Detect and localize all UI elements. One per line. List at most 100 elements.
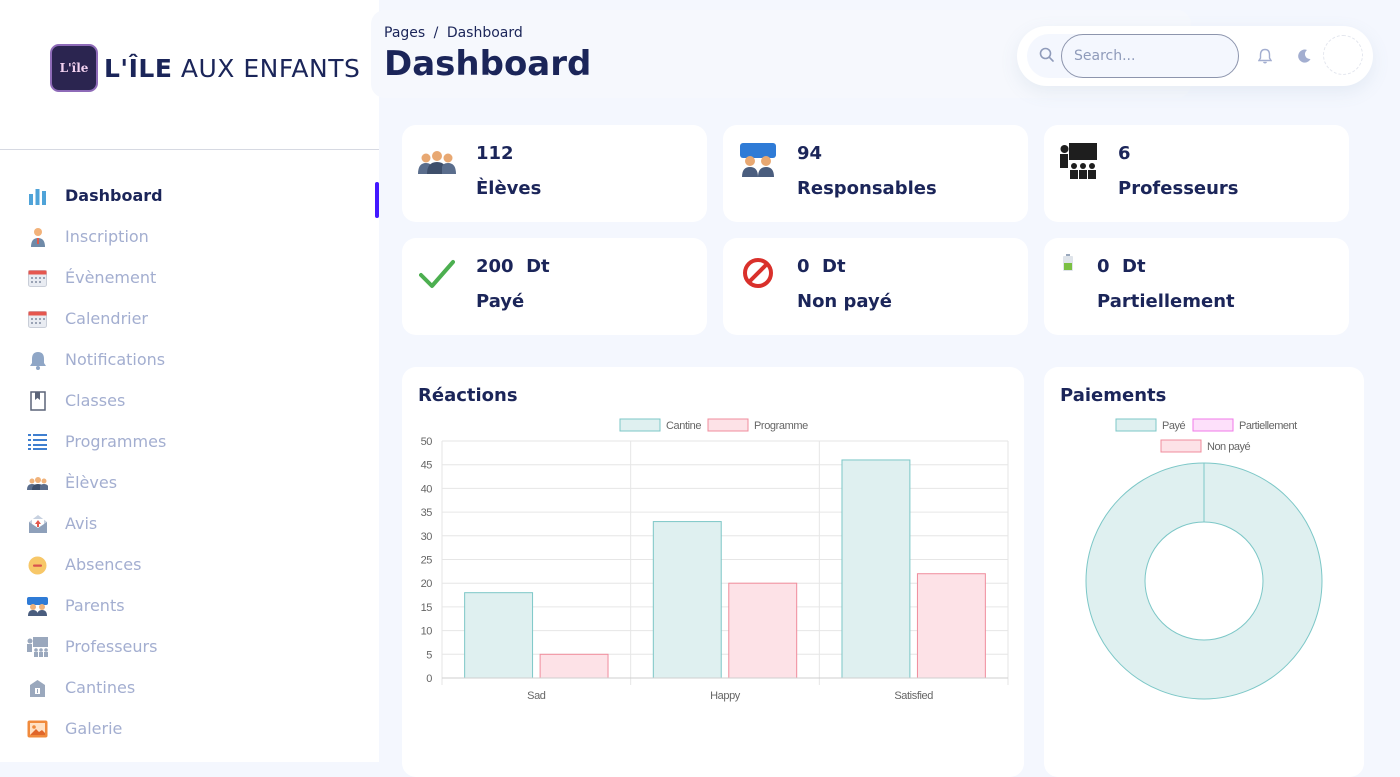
calendar-icon — [27, 309, 48, 329]
x-tick-label: Sad — [527, 690, 546, 702]
sidebar-item-label: Évènement — [65, 268, 157, 287]
search-icon[interactable] — [1039, 47, 1055, 67]
person-icon — [27, 227, 48, 247]
stat-card-partiellement: 0 Dt Partiellement — [1044, 238, 1349, 335]
sidebar-item-cantines[interactable]: Cantines — [0, 667, 379, 708]
sidebar: L'île L'ÎLE AUX ENFANTS Dashboard Inscri… — [0, 0, 379, 762]
bar — [916, 573, 986, 679]
stat-label: Professeurs — [1118, 178, 1239, 199]
sidebar-item-label: Avis — [65, 514, 98, 533]
sidebar-divider — [0, 149, 379, 150]
legend-swatch — [1160, 439, 1202, 453]
y-tick-label: 40 — [421, 483, 433, 495]
sidebar-item-label: Dashboard — [65, 186, 163, 205]
sidebar-item-absences[interactable]: Absences — [0, 544, 379, 585]
sidebar-item-galerie[interactable]: Galerie — [0, 708, 379, 749]
stat-card-professeurs: 6 Professeurs — [1044, 125, 1349, 222]
y-tick-label: 20 — [421, 578, 433, 590]
sidebar-item-parents[interactable]: Parents — [0, 585, 379, 626]
bar — [652, 521, 722, 679]
moon-icon[interactable] — [1294, 46, 1314, 66]
sidebar-item-label: Programmes — [65, 432, 167, 451]
teacher-icon — [27, 637, 48, 657]
sidebar-item-classes[interactable]: Classes — [0, 380, 379, 421]
page-title: Dashboard — [384, 44, 592, 84]
stat-card-paye: 200 Dt Payé — [402, 238, 707, 335]
x-tick-label: Happy — [710, 690, 741, 702]
book-icon — [27, 391, 48, 411]
brand-name-bold: L'ÎLE — [104, 53, 173, 83]
stat-value: 112 — [476, 143, 514, 164]
sidebar-item-label: Galerie — [65, 719, 123, 738]
legend-label: Payé — [1162, 420, 1185, 432]
legend-swatch — [1192, 418, 1234, 432]
avatar[interactable] — [1323, 35, 1363, 75]
stat-value: 0 Dt — [797, 256, 846, 277]
breadcrumb-current: Dashboard — [446, 25, 523, 41]
group-icon — [27, 473, 48, 493]
legend-label: Partiellement — [1239, 420, 1297, 432]
stat-label: Èlèves — [476, 178, 542, 199]
legend-swatch — [619, 418, 661, 432]
sidebar-item-avis[interactable]: Avis — [0, 503, 379, 544]
sidebar-item-professeurs[interactable]: Professeurs — [0, 626, 379, 667]
bell-icon — [27, 350, 48, 370]
stat-value: 200 Dt — [476, 256, 550, 277]
parents-icon — [27, 596, 48, 616]
sidebar-item-dashboard[interactable]: Dashboard — [0, 175, 379, 218]
no-entry-icon — [27, 555, 48, 575]
parents-icon — [740, 143, 776, 177]
stat-card-eleves: 112 Èlèves — [402, 125, 707, 222]
x-tick-label: Satisfied — [894, 690, 933, 702]
chart-title: Paiements — [1060, 385, 1167, 406]
stat-value: 94 — [797, 143, 823, 164]
breadcrumb-pages-link[interactable]: Pages — [384, 25, 426, 41]
sidebar-item-label: Cantines — [65, 678, 136, 697]
active-indicator — [375, 182, 379, 218]
bell-icon[interactable] — [1255, 46, 1275, 66]
paiements-chart-card: Paiements Payé Partiellement Non payé — [1044, 367, 1364, 777]
battery-icon — [1062, 254, 1074, 272]
y-tick-label: 5 — [426, 649, 432, 661]
donut-hole — [1144, 521, 1264, 641]
legend-label: Cantine — [666, 420, 701, 432]
sidebar-item-evenement[interactable]: Évènement — [0, 257, 379, 298]
brand-logo: L'île — [50, 44, 98, 92]
bar — [464, 592, 534, 679]
sidebar-item-eleves[interactable]: Èlèves — [0, 462, 379, 503]
mail-icon — [27, 514, 48, 534]
stat-label: Responsables — [797, 178, 937, 199]
stat-card-non-paye: 0 Dt Non payé — [723, 238, 1028, 335]
stat-label: Payé — [476, 291, 525, 312]
sidebar-item-label: Calendrier — [65, 309, 149, 328]
legend-swatch — [1115, 418, 1157, 432]
sidebar-nav: Dashboard Inscription Évènement Calendri… — [0, 175, 379, 749]
reactions-bar-chart: Cantine Programme 0 5 10 15 20 25 30 35 40 45 50 Sad H… — [421, 418, 1009, 702]
sidebar-item-label: Notifications — [65, 350, 166, 369]
legend-label: Programme — [754, 420, 808, 432]
brand-name: L'ÎLE AUX ENFANTS — [104, 54, 360, 83]
bar — [539, 653, 609, 679]
y-tick-label: 30 — [421, 531, 433, 543]
sidebar-item-inscription[interactable]: Inscription — [0, 216, 379, 257]
search-box — [1027, 34, 1239, 78]
calendar-icon — [27, 268, 48, 288]
sidebar-item-label: Inscription — [65, 227, 149, 246]
prohibited-icon — [742, 257, 774, 289]
sidebar-item-programmes[interactable]: Programmes — [0, 421, 379, 462]
header-toolbar — [1017, 26, 1373, 86]
reactions-chart-card: Réactions Cantine Programme 0 5 10 15 20 25 30 35… — [402, 367, 1024, 777]
stat-value: 0 Dt — [1097, 256, 1146, 277]
brand-name-rest: AUX ENFANTS — [172, 53, 361, 83]
y-tick-label: 0 — [426, 673, 432, 685]
gallery-icon — [27, 719, 48, 739]
sidebar-item-calendrier[interactable]: Calendrier — [0, 298, 379, 339]
bar — [728, 582, 798, 679]
stat-label: Non payé — [797, 291, 892, 312]
brand[interactable]: L'île L'ÎLE AUX ENFANTS — [50, 44, 360, 92]
sidebar-item-notifications[interactable]: Notifications — [0, 339, 379, 380]
search-input[interactable] — [1061, 34, 1239, 78]
legend-swatch — [707, 418, 749, 432]
stat-label: Partiellement — [1097, 291, 1235, 312]
sidebar-item-label: Classes — [65, 391, 126, 410]
